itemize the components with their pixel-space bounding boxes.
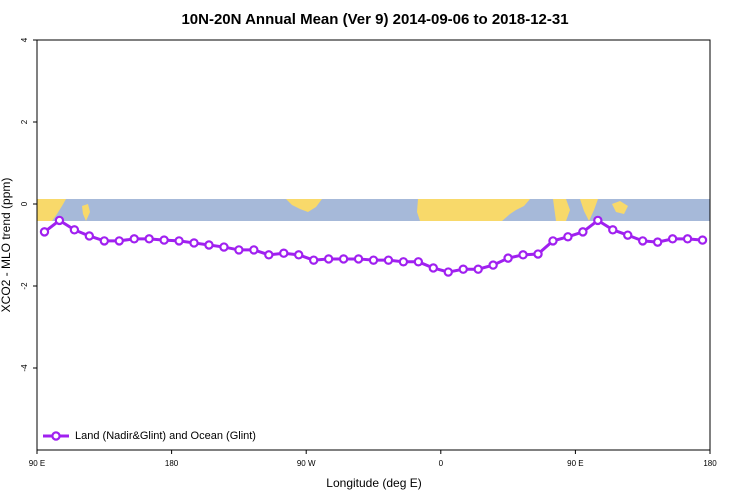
legend-label: Land (Nadir&Glint) and Ocean (Glint) (75, 430, 256, 442)
point (533, 249, 543, 259)
point (383, 255, 394, 265)
point (458, 264, 468, 274)
point (368, 255, 379, 265)
point (99, 236, 110, 246)
point (69, 225, 80, 235)
point (159, 235, 169, 245)
point (608, 225, 618, 235)
plot-frame (36, 39, 711, 451)
ocean (37, 199, 710, 221)
point (428, 263, 439, 273)
point (473, 264, 483, 274)
point (39, 227, 50, 237)
point (114, 236, 124, 246)
point (264, 250, 274, 260)
point (189, 238, 199, 248)
point (219, 242, 229, 252)
legend-marker (51, 431, 61, 441)
x-axis-label: Longitude (deg E) (326, 476, 421, 490)
point (518, 250, 528, 260)
y-tick-label: -2 (20, 282, 29, 290)
point (697, 235, 708, 245)
point (323, 254, 334, 264)
y-axis-label: XCO2 - MLO trend (ppm) (0, 178, 13, 313)
point (652, 237, 663, 247)
point (338, 254, 349, 264)
point (54, 215, 65, 226)
point (682, 234, 693, 244)
point (563, 232, 573, 242)
point (593, 215, 603, 226)
x-tick-label: 0 (439, 459, 444, 468)
x-tick-label: 90 W (297, 459, 316, 468)
point (249, 245, 259, 255)
point (488, 260, 498, 270)
point (174, 236, 184, 246)
y-tick-label: 4 (20, 37, 29, 42)
point (234, 245, 244, 255)
point (84, 231, 95, 241)
point (623, 230, 633, 240)
point (204, 240, 214, 250)
point (638, 236, 648, 246)
y-tick-label: -4 (20, 364, 29, 372)
point (398, 257, 409, 267)
x-tick-label: 90 E (567, 459, 583, 468)
y-tick-label: 0 (20, 201, 29, 206)
point (667, 234, 678, 244)
point (294, 250, 304, 260)
point (353, 254, 364, 264)
chart-title: 10N-20N Annual Mean (Ver 9) 2014-09-06 t… (181, 11, 568, 28)
land (37, 199, 628, 221)
y-tick-label: 2 (20, 119, 29, 124)
map-strip (37, 199, 710, 221)
x-tick-label: 180 (703, 459, 717, 468)
point (413, 257, 424, 267)
point (308, 255, 319, 265)
point (548, 236, 558, 246)
point (144, 234, 154, 244)
point (503, 253, 513, 263)
x-tick-label: 90 E (29, 459, 45, 468)
x-tick-label: 180 (165, 459, 179, 468)
point (578, 227, 588, 237)
point (279, 248, 289, 258)
point (443, 267, 453, 277)
point (129, 234, 139, 244)
